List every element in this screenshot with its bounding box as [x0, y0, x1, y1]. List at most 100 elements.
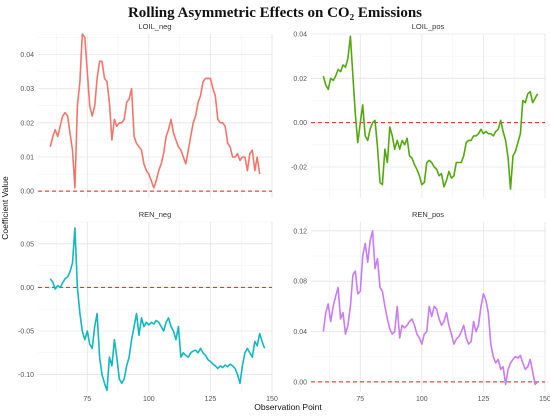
data-point — [161, 163, 162, 164]
y-tick-label: 0.12 — [293, 228, 307, 235]
panel-LOIL_pos: LOIL_pos -0.02 0.00 0.02 0.04 — [291, 22, 546, 198]
data-point — [94, 326, 95, 327]
data-point — [156, 180, 157, 181]
data-point — [215, 365, 216, 366]
panel-title: REN_pos — [412, 210, 444, 219]
x-tick-label: 100 — [143, 396, 155, 403]
data-point — [79, 81, 80, 82]
data-point — [124, 378, 125, 379]
data-point — [50, 146, 51, 147]
data-point — [448, 325, 449, 326]
data-point — [239, 383, 240, 384]
data-point — [421, 344, 422, 345]
x-axis-label: Observation Point — [254, 402, 322, 412]
data-point — [188, 150, 189, 151]
data-point — [136, 313, 137, 314]
data-point — [185, 163, 186, 164]
data-point — [399, 149, 400, 150]
data-point — [535, 384, 536, 385]
data-point — [121, 383, 122, 384]
data-point — [340, 318, 341, 319]
data-point — [451, 334, 452, 335]
data-point — [379, 287, 380, 288]
data-point — [170, 119, 171, 120]
data-point — [55, 289, 56, 290]
y-tick-label: 0.08 — [293, 279, 307, 286]
data-point — [392, 135, 393, 136]
data-point — [443, 186, 444, 187]
data-point — [222, 122, 223, 123]
panel-LOIL_neg: LOIL_neg 0.00 0.01 0.02 0.03 0.04 — [20, 22, 273, 198]
data-point — [429, 160, 430, 161]
data-point — [72, 150, 73, 151]
data-point — [136, 143, 137, 144]
data-point — [485, 300, 486, 301]
data-point — [416, 169, 417, 170]
data-point — [97, 313, 98, 314]
data-point — [62, 115, 63, 116]
y-tick-label: 0.00 — [20, 189, 34, 196]
data-point — [185, 355, 186, 356]
data-point — [109, 357, 110, 358]
data-point — [421, 184, 422, 185]
data-point — [84, 339, 85, 340]
data-point — [217, 119, 218, 120]
data-point — [99, 61, 100, 62]
data-point — [424, 334, 425, 335]
data-point — [254, 170, 255, 171]
data-point — [495, 362, 496, 363]
data-point — [69, 133, 70, 134]
data-point — [458, 336, 459, 337]
data-point — [473, 135, 474, 136]
data-point — [382, 184, 383, 185]
data-point — [92, 115, 93, 116]
data-point — [515, 151, 516, 152]
data-point — [527, 93, 528, 94]
data-point — [330, 78, 331, 79]
y-tick-label: 0.00 — [293, 120, 307, 127]
data-point — [227, 143, 228, 144]
data-point — [522, 100, 523, 101]
data-point — [458, 162, 459, 163]
data-point — [345, 334, 346, 335]
data-point — [202, 81, 203, 82]
data-point — [475, 331, 476, 332]
data-point — [143, 163, 144, 164]
data-point — [357, 142, 358, 143]
data-point — [242, 156, 243, 157]
y-tick-label: 0.02 — [20, 120, 34, 127]
data-point — [384, 306, 385, 307]
data-point — [195, 115, 196, 116]
data-point — [374, 120, 375, 121]
data-point — [74, 228, 75, 229]
data-point — [448, 171, 449, 172]
data-point — [69, 271, 70, 272]
data-point — [382, 291, 383, 292]
data-point — [77, 105, 78, 106]
data-point — [328, 89, 329, 90]
data-point — [505, 140, 506, 141]
data-point — [121, 122, 122, 123]
series-line-LOIL_pos — [322, 35, 539, 190]
data-point — [397, 306, 398, 307]
series-line-REN_pos — [322, 230, 539, 386]
panel-title: LOIL_neg — [139, 22, 172, 31]
data-point — [104, 383, 105, 384]
data-point — [434, 166, 435, 167]
y-tick-label: 0.04 — [20, 52, 34, 59]
data-point — [141, 150, 142, 151]
data-point — [475, 135, 476, 136]
data-point — [138, 335, 139, 336]
data-point — [446, 180, 447, 181]
data-point — [387, 162, 388, 163]
data-point — [116, 357, 117, 358]
data-point — [257, 345, 258, 346]
data-point — [372, 122, 373, 123]
x-tick-label: 150 — [539, 396, 550, 403]
data-point — [52, 282, 53, 283]
data-point — [500, 369, 501, 370]
x-tick-label: 125 — [478, 396, 490, 403]
data-point — [352, 76, 353, 77]
data-point — [161, 326, 162, 327]
data-point — [67, 115, 68, 116]
